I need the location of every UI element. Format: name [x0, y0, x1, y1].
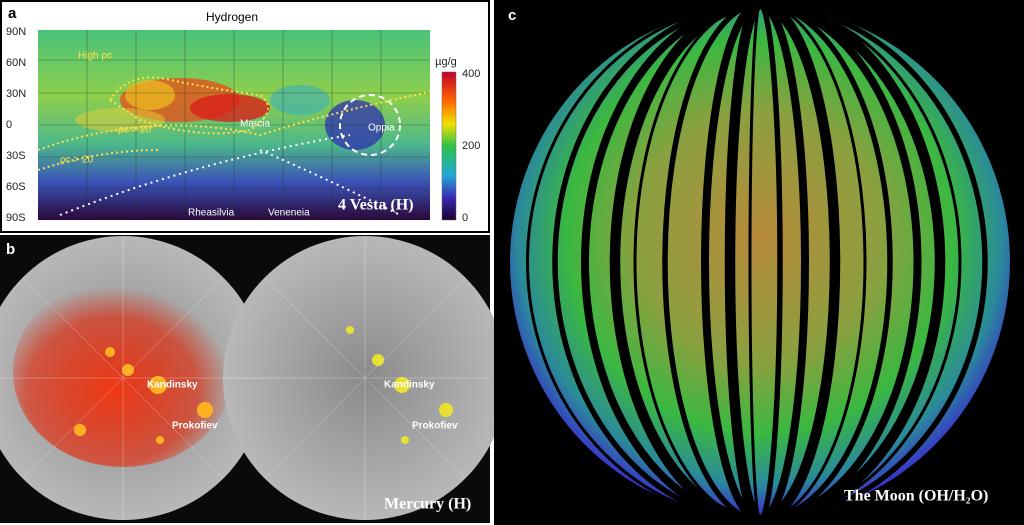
- data-gap: [748, 6, 761, 518]
- annotation: Rheasilvia: [188, 208, 235, 219]
- caption: 4 Vesta (H): [338, 197, 414, 214]
- colorbar-unit: µg/g: [435, 56, 457, 68]
- lat-label: 60S: [6, 181, 26, 193]
- colorbar: [441, 71, 457, 221]
- data-gap: [724, 6, 762, 518]
- data-gap: [581, 6, 761, 518]
- data-gap: [526, 6, 761, 518]
- data-gap: [759, 6, 922, 518]
- lat-label: 0: [6, 119, 12, 131]
- annotation: ρc > 20: [60, 155, 94, 166]
- data-gap: [759, 6, 946, 518]
- data-gap: [759, 6, 809, 518]
- colorbar-tick: 400: [462, 68, 480, 80]
- annotation: Prokofiev: [172, 421, 218, 432]
- graticule: [0, 236, 490, 520]
- vesta-map: [38, 30, 430, 220]
- map-title: Hydrogen: [206, 10, 258, 24]
- caption: The Moon (OH/H₂O): [844, 488, 988, 505]
- colorbar-tick: 200: [462, 140, 480, 152]
- data-gap: [759, 6, 988, 518]
- data-gap: [701, 6, 761, 518]
- lat-label: 30N: [6, 88, 26, 100]
- annotation: Veneneia: [268, 208, 310, 219]
- annotation: High ρc: [78, 51, 112, 62]
- data-gap: [552, 6, 761, 518]
- data-gap: [759, 6, 962, 518]
- annotation: Oppia: [368, 123, 395, 134]
- annotation: Prokofiev: [412, 421, 458, 432]
- crater-spots: [74, 347, 213, 444]
- crater-spots: [346, 326, 453, 444]
- annotation: Marcia: [240, 119, 270, 130]
- data-gap: [759, 6, 783, 518]
- data-gap: [759, 6, 867, 518]
- panel-label: b: [6, 241, 15, 258]
- colorbar-tick: 0: [462, 212, 468, 224]
- data-gap: [609, 6, 761, 518]
- annotation: Kandinsky: [384, 380, 435, 391]
- data-gap: [759, 6, 893, 518]
- lat-label: 90S: [6, 212, 26, 224]
- lat-label: 90N: [6, 26, 26, 38]
- annotation: ρc > 20: [118, 125, 152, 136]
- data-gaps: [526, 6, 988, 518]
- panel-label: c: [508, 7, 516, 24]
- annotation: Kandinsky: [147, 380, 198, 391]
- data-gap: [633, 6, 761, 518]
- lat-label: 60N: [6, 57, 26, 69]
- caption: Mercury (H): [384, 496, 471, 513]
- data-gap: [759, 6, 841, 518]
- data-gap: [662, 6, 761, 518]
- panel-label: a: [8, 5, 17, 22]
- lat-label: 30S: [6, 150, 26, 162]
